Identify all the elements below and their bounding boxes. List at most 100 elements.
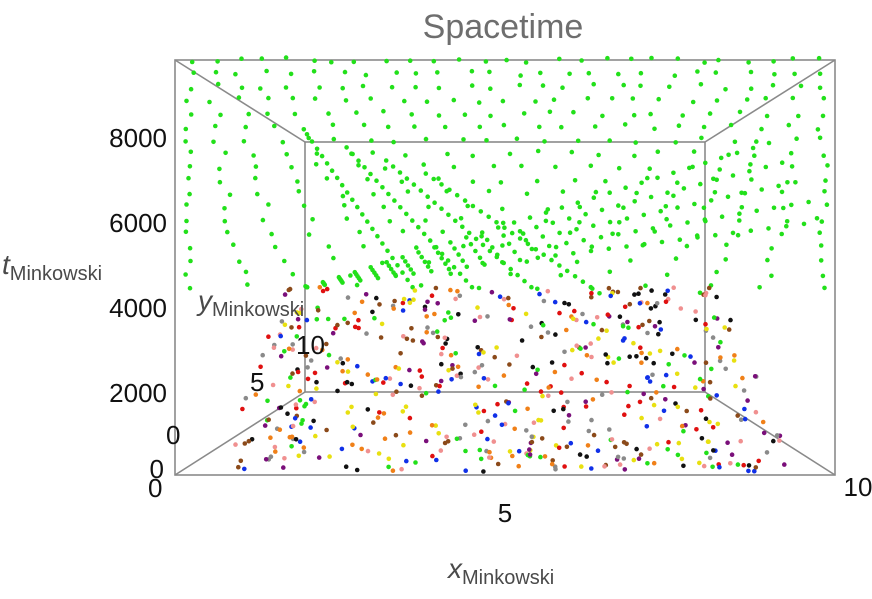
scatter-point xyxy=(409,326,414,331)
lattice-point xyxy=(502,225,507,230)
lattice-point xyxy=(567,216,572,221)
lattice-point xyxy=(355,283,360,288)
lattice-point xyxy=(577,220,582,225)
lattice-point xyxy=(692,202,697,207)
x-tick-10: 10 xyxy=(844,472,872,502)
lattice-point xyxy=(426,205,431,210)
scatter-point xyxy=(708,380,713,385)
scatter-point xyxy=(302,445,307,450)
lattice-point xyxy=(329,60,334,65)
scatter-point xyxy=(710,465,715,470)
lattice-point xyxy=(709,198,714,203)
scatter-point xyxy=(455,289,460,294)
lattice-point xyxy=(726,195,731,200)
scatter-point xyxy=(638,345,643,350)
lattice-point xyxy=(535,287,540,292)
lattice-point xyxy=(528,215,533,220)
lattice-point xyxy=(790,164,795,169)
scatter-point xyxy=(327,454,332,459)
scatter-point xyxy=(517,449,522,454)
scatter-point xyxy=(265,399,270,404)
lattice-point xyxy=(685,220,690,225)
lattice-point xyxy=(499,180,504,185)
lattice-point xyxy=(787,123,792,128)
scatter-point xyxy=(408,416,413,421)
lattice-point xyxy=(608,220,613,225)
lattice-point xyxy=(411,271,416,276)
lattice-point xyxy=(494,220,499,225)
edge-top-right xyxy=(705,60,835,142)
lattice-point xyxy=(500,243,505,248)
scatter-point xyxy=(500,423,505,428)
lattice-point xyxy=(190,60,195,65)
lattice-point xyxy=(512,250,517,255)
lattice-point xyxy=(388,219,393,224)
lattice-point xyxy=(186,176,191,181)
lattice-point xyxy=(502,123,507,128)
scatter-point xyxy=(392,299,397,304)
scatter-point xyxy=(551,409,556,414)
lattice-point xyxy=(436,176,441,181)
lattice-point xyxy=(488,249,493,254)
scatter-point xyxy=(530,434,535,439)
scatter-point xyxy=(383,436,388,441)
t-tick-4000: 4000 xyxy=(109,293,167,323)
scatter-point xyxy=(291,424,296,429)
lattice-point xyxy=(667,85,672,90)
lattice-point xyxy=(656,149,661,154)
scatter-point xyxy=(493,413,498,418)
lattice-point xyxy=(557,231,562,236)
scatter-point xyxy=(288,287,293,292)
lattice-point xyxy=(680,113,685,118)
lattice-point xyxy=(398,170,403,175)
scatter-point xyxy=(655,301,660,306)
scatter-point xyxy=(439,379,444,384)
lattice-point xyxy=(817,230,822,235)
lattice-point xyxy=(380,241,385,246)
scatter-point xyxy=(553,300,558,305)
lattice-point xyxy=(243,125,248,130)
lattice-point xyxy=(406,263,411,268)
scatter-point xyxy=(546,385,551,390)
scatter-point xyxy=(371,420,376,425)
lattice-point xyxy=(258,86,263,91)
lattice-point xyxy=(350,152,355,157)
lattice-point xyxy=(403,259,408,264)
lattice-point xyxy=(239,56,244,61)
scatter-point xyxy=(661,384,666,389)
scatter-point xyxy=(475,305,480,310)
lattice-point xyxy=(541,83,546,88)
scatter-point xyxy=(492,439,497,444)
lattice-point xyxy=(188,164,193,169)
lattice-point xyxy=(645,176,650,181)
lattice-point xyxy=(607,190,612,195)
lattice-point xyxy=(816,127,821,132)
scatter-point xyxy=(636,325,641,330)
lattice-point xyxy=(518,258,523,263)
lattice-point xyxy=(578,205,583,210)
bounding-box xyxy=(175,60,835,475)
scatter-point xyxy=(453,351,458,356)
lattice-point xyxy=(560,85,565,90)
scatter-point xyxy=(584,320,589,325)
lattice-point xyxy=(360,212,365,217)
lattice-point xyxy=(763,96,768,101)
lattice-point xyxy=(492,164,497,169)
lattice-point xyxy=(459,216,464,221)
scatter-point xyxy=(316,308,321,313)
scatter-point xyxy=(473,370,478,375)
lattice-point xyxy=(352,60,357,65)
lattice-point xyxy=(789,203,794,208)
lattice-point xyxy=(736,233,741,238)
scatter-point xyxy=(308,425,313,430)
lattice-point xyxy=(401,229,406,234)
lattice-point xyxy=(643,283,648,288)
lattice-point xyxy=(600,208,605,213)
scatter-point xyxy=(589,295,594,300)
scatter-point xyxy=(530,440,535,445)
scatter-point xyxy=(732,353,737,358)
lattice-point xyxy=(461,244,466,249)
scatter-point xyxy=(424,391,429,396)
scatter-point xyxy=(313,434,318,439)
lattice-point xyxy=(769,274,774,279)
